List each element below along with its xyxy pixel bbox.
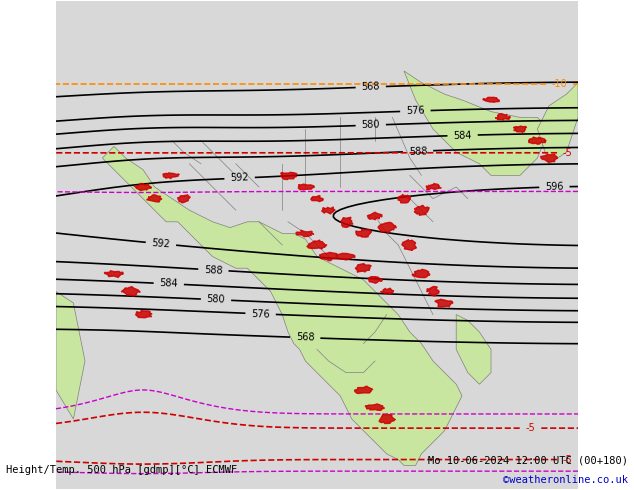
Polygon shape [414, 205, 429, 215]
Polygon shape [340, 217, 353, 227]
Polygon shape [336, 253, 355, 260]
Polygon shape [299, 184, 314, 190]
Polygon shape [367, 212, 382, 220]
Text: Mo 10-06-2024 12:00 UTC (00+180): Mo 10-06-2024 12:00 UTC (00+180) [428, 456, 628, 466]
Text: 584: 584 [453, 130, 472, 141]
Polygon shape [311, 196, 323, 202]
Polygon shape [321, 207, 335, 214]
Polygon shape [435, 299, 453, 307]
Polygon shape [412, 270, 430, 278]
Text: 584: 584 [159, 278, 178, 289]
Text: -5: -5 [526, 423, 536, 433]
Text: 588: 588 [408, 146, 427, 156]
Polygon shape [178, 195, 190, 203]
Polygon shape [281, 172, 297, 179]
Polygon shape [456, 315, 491, 384]
Text: 596: 596 [545, 182, 564, 192]
Polygon shape [146, 195, 162, 202]
Text: 580: 580 [207, 294, 226, 305]
Polygon shape [379, 415, 396, 423]
Polygon shape [355, 264, 372, 272]
Text: 568: 568 [296, 332, 314, 343]
Polygon shape [495, 114, 510, 120]
Polygon shape [402, 240, 417, 250]
Polygon shape [354, 386, 373, 393]
Text: Height/Temp. 500 hPa [gdmp][°C] ECMWF: Height/Temp. 500 hPa [gdmp][°C] ECMWF [6, 466, 238, 475]
Polygon shape [102, 147, 462, 466]
Text: ©weatheronline.co.uk: ©weatheronline.co.uk [503, 475, 628, 485]
Polygon shape [134, 183, 152, 191]
Polygon shape [365, 404, 385, 410]
Text: 588: 588 [204, 265, 223, 275]
Polygon shape [398, 195, 411, 203]
Polygon shape [356, 229, 372, 237]
Polygon shape [404, 71, 549, 175]
Polygon shape [514, 126, 527, 132]
Polygon shape [121, 287, 140, 296]
Polygon shape [482, 98, 500, 102]
Polygon shape [427, 287, 439, 296]
Polygon shape [541, 154, 557, 163]
Text: -5: -5 [562, 455, 573, 465]
Polygon shape [307, 240, 327, 249]
Polygon shape [296, 230, 314, 237]
Polygon shape [136, 311, 152, 318]
Text: 592: 592 [230, 173, 249, 183]
Text: -10: -10 [552, 79, 567, 90]
Text: 576: 576 [251, 309, 270, 319]
Polygon shape [381, 288, 394, 294]
Polygon shape [105, 270, 123, 277]
Polygon shape [56, 292, 85, 419]
Text: 592: 592 [152, 238, 171, 249]
Polygon shape [368, 277, 382, 283]
Polygon shape [163, 173, 179, 179]
Polygon shape [529, 137, 546, 144]
Polygon shape [538, 83, 578, 164]
Text: 576: 576 [406, 106, 425, 116]
Text: -5: -5 [562, 148, 573, 158]
Text: 568: 568 [361, 82, 380, 92]
Polygon shape [426, 184, 441, 190]
Text: 580: 580 [361, 120, 380, 130]
Polygon shape [320, 252, 338, 261]
Polygon shape [378, 222, 396, 233]
